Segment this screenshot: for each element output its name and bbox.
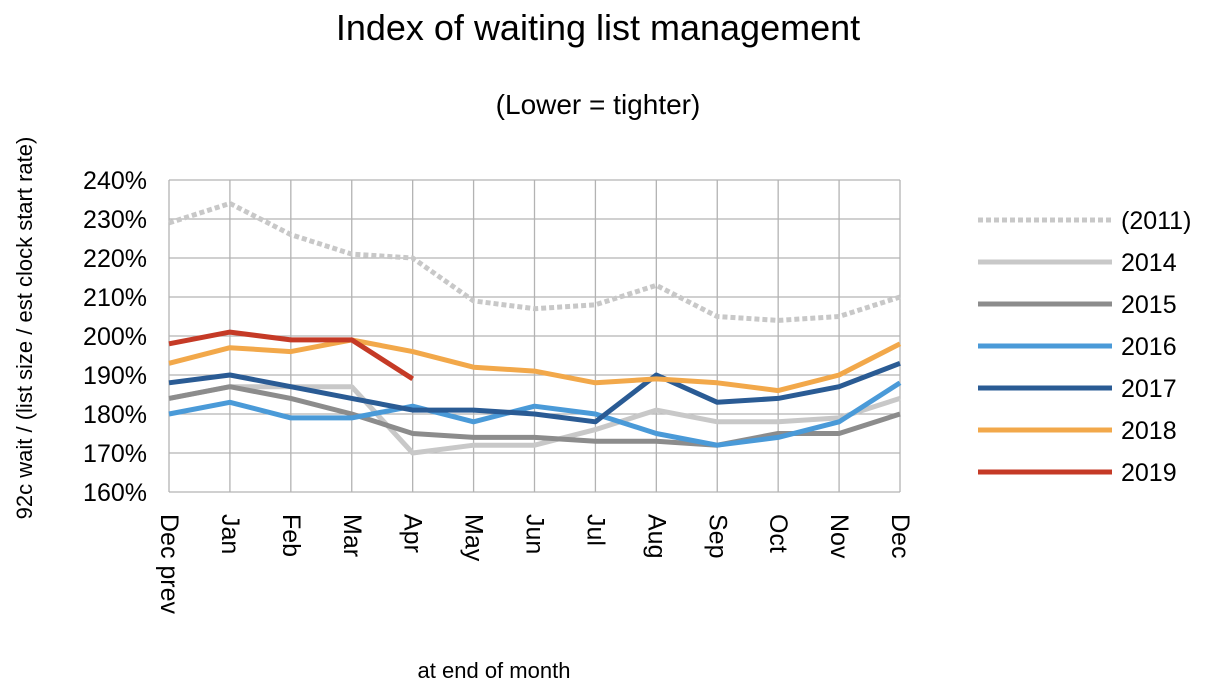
x-tick-label: Nov: [825, 514, 853, 559]
chart-subtitle: (Lower = tighter): [496, 89, 701, 120]
x-tick-label: Jan: [216, 514, 244, 554]
x-tick-label: Aug: [642, 514, 670, 558]
y-tick-label: 220%: [83, 245, 147, 273]
y-tick-label: 170%: [83, 440, 147, 468]
y-tick-label: 180%: [83, 401, 147, 429]
x-tick-label: Oct: [764, 514, 792, 553]
y-tick-label: 230%: [83, 206, 147, 234]
legend-label: 2015: [1121, 291, 1177, 319]
y-tick-label: 200%: [83, 323, 147, 351]
series-line: [168, 384, 901, 448]
legend-label: 2014: [1121, 249, 1177, 277]
y-tick-label: 210%: [83, 284, 147, 312]
y-tick-labels: 160% 170% 180% 190% 200% 210% 220% 230% 240%: [83, 167, 147, 507]
series-line: [168, 200, 901, 323]
x-tick-label: Jun: [521, 514, 549, 554]
x-tick-label: May: [460, 514, 488, 562]
x-axis-label: at end of month: [418, 658, 571, 683]
series-line: [168, 329, 415, 382]
series-line: [168, 380, 902, 448]
legend-label: 2017: [1121, 375, 1177, 403]
y-tick-label: 240%: [83, 167, 147, 195]
series-lines: [168, 200, 902, 456]
x-tick-label: Apr: [399, 514, 427, 553]
x-tick-label: Dec prev: [155, 514, 183, 615]
y-tick-label: 190%: [83, 362, 147, 390]
x-tick-label: Feb: [277, 514, 305, 557]
legend-label: (2011): [1121, 207, 1191, 235]
x-tick-label: Dec: [886, 514, 914, 558]
chart-title: Index of waiting list management: [336, 7, 860, 48]
legend-label: 2019: [1121, 459, 1177, 487]
x-tick-label: Sep: [703, 514, 731, 558]
y-tick-label: 160%: [83, 479, 147, 507]
y-axis-label: 92c wait / (list size / est clock start …: [12, 137, 37, 520]
x-tick-label: Mar: [338, 514, 366, 557]
legend-label: 2018: [1121, 417, 1177, 445]
series-line: [168, 360, 901, 425]
series-line: [168, 337, 902, 394]
legend: (2011) 2014 2015 2016 2017 2018 2019: [978, 207, 1191, 487]
legend-label: 2016: [1121, 333, 1177, 361]
x-tick-labels: Dec prev Jan Feb Mar Apr May Jun Jul Aug Sep Oct No…: [155, 514, 914, 615]
x-tick-label: Jul: [581, 514, 609, 546]
